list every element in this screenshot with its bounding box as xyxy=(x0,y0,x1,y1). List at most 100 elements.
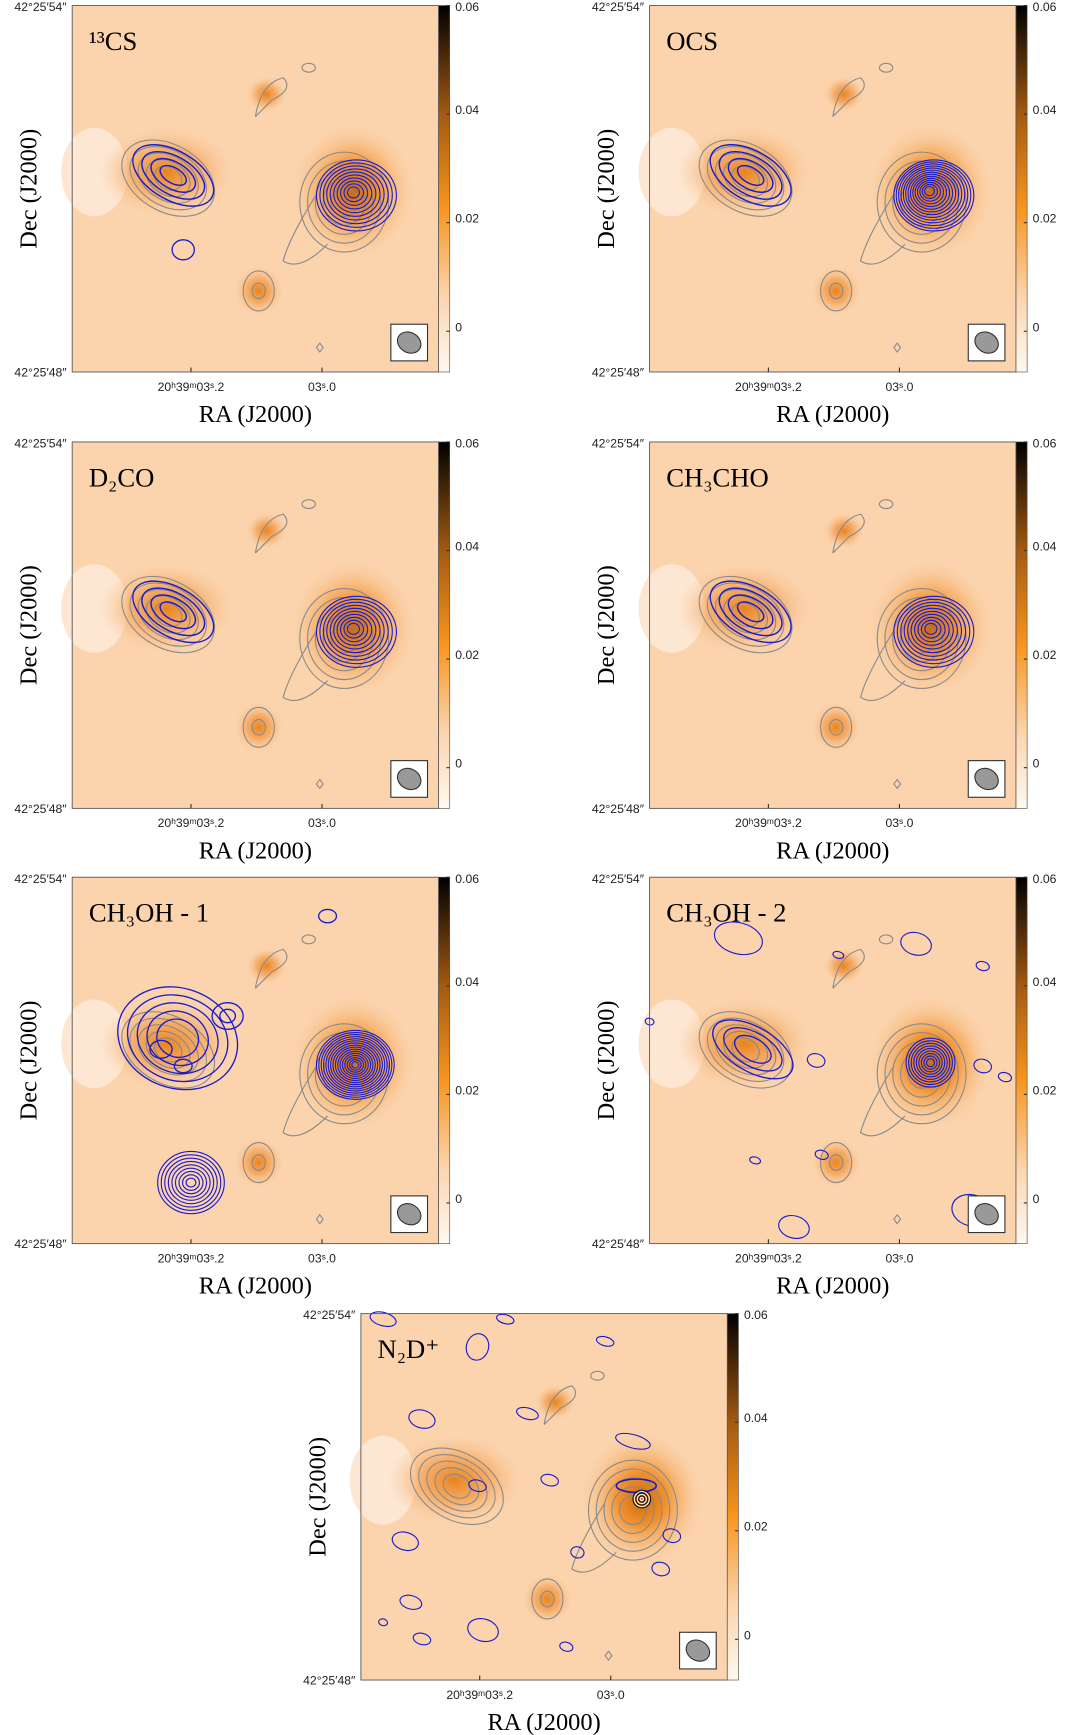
gray-contour xyxy=(251,1154,266,1171)
beam xyxy=(974,767,999,791)
blue-contour xyxy=(322,165,389,225)
panel-title: N₂D⁺ xyxy=(378,1334,440,1364)
blue-contour xyxy=(736,164,765,187)
gray-contour xyxy=(820,706,853,748)
blue-contour xyxy=(182,1174,200,1191)
ra-tick-label: 03ˢ.0 xyxy=(308,1252,336,1266)
blue-contour xyxy=(346,1056,365,1073)
colorbar-tick-label: 0.02 xyxy=(744,1520,768,1534)
colorbar-tick-label: 0 xyxy=(744,1628,751,1642)
emission-blob xyxy=(677,999,811,1089)
blue-contour xyxy=(920,1052,941,1073)
emission-blob xyxy=(823,513,864,549)
panel-title: CH₃CHO xyxy=(666,462,768,492)
emission-blob xyxy=(246,513,287,549)
blue-contour xyxy=(336,613,373,646)
peak-contour xyxy=(638,1495,646,1503)
blue-contour xyxy=(806,1053,826,1068)
blue-contour xyxy=(914,177,948,208)
gray-contour xyxy=(715,588,777,641)
dec-tick-label: 42°25′54″ xyxy=(592,0,645,14)
blue-contour xyxy=(146,1010,209,1067)
ra-tick-label: 20ʰ39ᵐ03ˢ.2 xyxy=(735,1252,802,1266)
blue-contour xyxy=(903,604,963,657)
colorbar-tick-label: 0.06 xyxy=(455,872,479,886)
gray-contour xyxy=(301,62,316,73)
blue-contour xyxy=(918,1050,943,1075)
gray-contour xyxy=(876,1023,967,1125)
y-axis-label: Dec (J2000) xyxy=(16,565,43,685)
blue-contour xyxy=(468,1479,487,1493)
blue-contour xyxy=(595,1335,615,1347)
blue-contour xyxy=(141,150,206,200)
ra-tick-label: 20ʰ39ᵐ03ˢ.2 xyxy=(735,816,802,830)
blue-contour xyxy=(907,171,957,216)
gray-contour xyxy=(315,778,324,790)
blue-contour xyxy=(322,601,389,661)
blue-contour xyxy=(337,1048,374,1082)
gray-contour xyxy=(442,1473,472,1499)
blue-contour xyxy=(329,171,381,217)
colorbar-tick-label: 0.04 xyxy=(455,103,479,117)
ra-tick-label: 03ˢ.0 xyxy=(885,380,913,394)
gray-contour xyxy=(301,934,316,945)
panel: 0 0.02 0.04 0.06 CH₃CHO 42°25′54″ 42°25′48″ 20ʰ… xyxy=(592,436,1057,864)
gray-contour xyxy=(282,194,328,265)
blue-contour xyxy=(919,181,942,202)
colorbar-tick-label: 0.06 xyxy=(1033,872,1057,886)
blue-contour xyxy=(171,1164,211,1201)
blue-contour xyxy=(341,1052,369,1077)
beam-box xyxy=(390,760,429,798)
gray-contour xyxy=(698,139,793,217)
colorbar-tick-label: 0.04 xyxy=(455,975,479,989)
blue-contour xyxy=(465,1333,490,1361)
y-axis-label: Dec (J2000) xyxy=(16,1000,43,1120)
panel: 0 0.02 0.04 0.06 CH₃OH - 2 42°25′54″ 42°25′48″… xyxy=(592,872,1057,1300)
peak-contour xyxy=(633,1491,650,1507)
blue-contour xyxy=(340,180,369,206)
gray-contour xyxy=(590,1370,605,1381)
emission-blob xyxy=(823,76,864,113)
blue-contour xyxy=(369,1311,397,1328)
x-axis-label: RA (J2000) xyxy=(487,1709,600,1735)
blue-contour xyxy=(326,168,385,221)
gray-contour xyxy=(698,575,793,654)
emission-blob xyxy=(99,564,234,653)
blue-contour xyxy=(211,1002,244,1031)
blue-contour xyxy=(348,1059,362,1071)
gray-contour xyxy=(145,159,191,198)
gray-contour xyxy=(251,718,266,736)
blue-contour xyxy=(912,175,951,210)
blue-contour xyxy=(913,1045,948,1080)
blue-contour xyxy=(920,619,942,639)
gray-contour xyxy=(330,623,359,654)
gray-contour xyxy=(254,77,288,117)
colorbar-tick-label: 0.04 xyxy=(1033,975,1057,989)
blue-contour xyxy=(132,580,215,644)
blue-contour xyxy=(910,610,954,650)
blue-contour xyxy=(913,613,950,646)
blue-contour xyxy=(185,1177,197,1188)
blue-contour xyxy=(343,183,365,203)
gray-contour xyxy=(820,1142,853,1184)
gray-contour xyxy=(893,342,902,353)
colorbar-tick-label: 0 xyxy=(1033,1192,1040,1206)
colorbar-tick-label: 0.02 xyxy=(455,1083,479,1097)
x-axis-label: RA (J2000) xyxy=(776,1273,889,1300)
dec-tick-label: 42°25′48″ xyxy=(14,365,67,379)
blue-contour xyxy=(160,1154,222,1211)
gray-contour xyxy=(137,588,199,641)
beam xyxy=(974,1203,999,1226)
gray-contour xyxy=(876,587,967,690)
gray-contour xyxy=(893,1213,902,1225)
blue-contour xyxy=(997,1071,1013,1083)
panel: 0 0.02 0.04 0.06 ¹³CS 42°25′54″ 42°25′48″ 20ʰ39… xyxy=(14,0,479,428)
colorbar-tick-label: 0.04 xyxy=(744,1411,768,1425)
colorbar-tick-label: 0.02 xyxy=(455,212,479,226)
blue-contour xyxy=(344,1054,367,1075)
blue-contour xyxy=(330,1042,381,1088)
dec-tick-label: 42°25′54″ xyxy=(592,872,645,886)
blue-contour xyxy=(496,1313,515,1325)
blue-contour xyxy=(570,1546,585,1559)
panel: 0 0.02 0.04 0.06 CH₃OH - 1 42°25′54″ 42°25′48″… xyxy=(14,872,479,1300)
